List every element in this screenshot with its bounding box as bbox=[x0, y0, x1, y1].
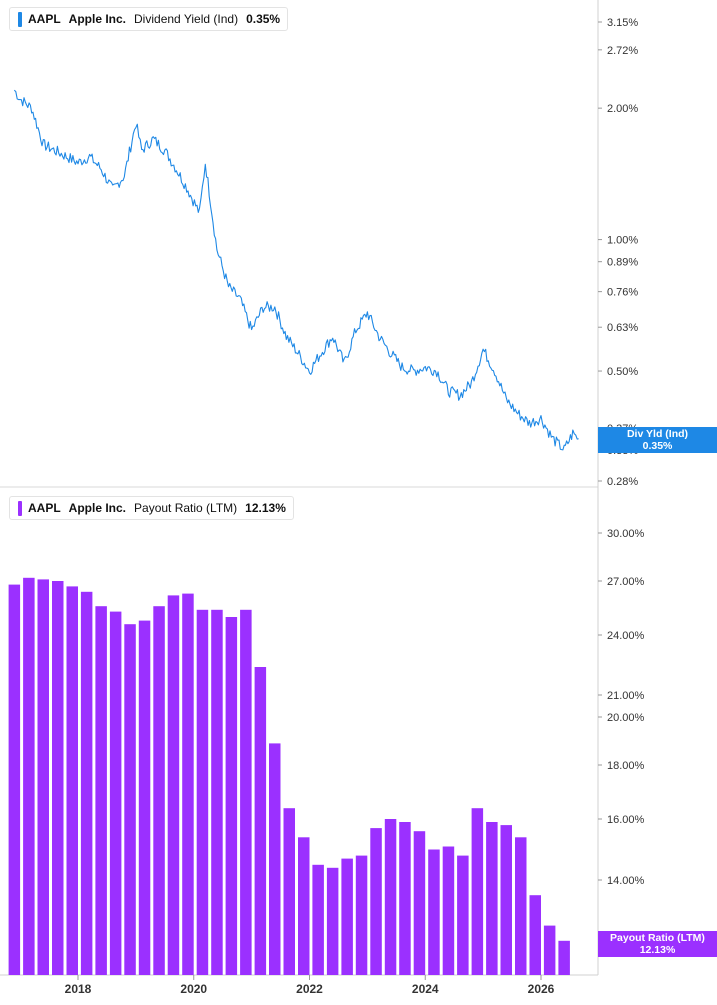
payout-bar bbox=[8, 584, 21, 975]
payout-bar bbox=[196, 609, 209, 975]
payout-bar bbox=[37, 579, 49, 975]
payout-bar bbox=[95, 606, 107, 975]
top-legend-ticker: AAPL bbox=[28, 12, 61, 26]
payout-y-tick-label: 18.00% bbox=[607, 760, 645, 772]
payout-bar bbox=[558, 940, 570, 975]
payout-y-tick-label: 27.00% bbox=[607, 576, 645, 588]
payout-bar bbox=[182, 593, 194, 975]
bottom-legend-company: Apple Inc. bbox=[68, 501, 127, 515]
payout-bar bbox=[80, 591, 93, 975]
payout-bar bbox=[341, 858, 353, 975]
payout-end-tag-value: 12.13% bbox=[639, 944, 676, 956]
yield-y-tick-label: 3.15% bbox=[607, 17, 638, 29]
payout-swatch bbox=[18, 501, 22, 516]
x-tick-label: 2018 bbox=[65, 982, 92, 996]
payout-bar bbox=[326, 867, 339, 975]
yield-y-tick-label: 0.63% bbox=[607, 322, 638, 334]
yield-end-tag-value: 0.35% bbox=[642, 440, 673, 452]
payout-bar bbox=[312, 864, 324, 976]
payout-bar bbox=[124, 624, 136, 975]
payout-bar bbox=[457, 855, 469, 975]
payout-y-tick-label: 20.00% bbox=[607, 712, 645, 724]
yield-y-tick-label: 2.00% bbox=[607, 103, 638, 115]
payout-bar bbox=[355, 855, 368, 975]
payout-bar bbox=[500, 825, 512, 975]
yield-end-tag: Div Yld (Ind) 0.35% bbox=[598, 427, 717, 453]
top-legend[interactable]: AAPL Apple Inc. Dividend Yield (Ind) 0.3… bbox=[9, 7, 289, 31]
payout-bar bbox=[167, 595, 180, 975]
payout-y-tick-label: 16.00% bbox=[607, 814, 645, 826]
yield-y-tick-label: 2.72% bbox=[607, 45, 638, 57]
payout-y-tick-label: 21.00% bbox=[607, 690, 645, 702]
payout-bar bbox=[543, 925, 556, 975]
payout-bar bbox=[153, 606, 165, 975]
payout-y-tick-label: 30.00% bbox=[607, 528, 645, 540]
top-legend-metric: Dividend Yield (Ind) bbox=[134, 12, 239, 26]
payout-bar bbox=[529, 895, 541, 975]
payout-bar bbox=[23, 577, 35, 975]
payout-bar bbox=[138, 620, 151, 975]
bottom-legend-ticker: AAPL bbox=[28, 501, 61, 515]
payout-bar bbox=[109, 611, 122, 975]
payout-bar bbox=[442, 846, 455, 975]
payout-bar bbox=[486, 822, 498, 975]
yield-y-tick-label: 0.89% bbox=[607, 257, 638, 269]
payout-bar bbox=[283, 808, 295, 975]
yield-y-tick-label: 0.76% bbox=[607, 287, 638, 299]
top-legend-company: Apple Inc. bbox=[68, 12, 127, 26]
payout-bar bbox=[399, 822, 411, 975]
payout-y-tick-label: 24.00% bbox=[607, 630, 645, 642]
x-tick-label: 2024 bbox=[412, 982, 439, 996]
payout-end-tag: Payout Ratio (LTM) 12.13% bbox=[598, 931, 717, 957]
yield-end-tag-label: Div Yld (Ind) bbox=[626, 428, 689, 440]
x-tick-label: 2020 bbox=[180, 982, 207, 996]
yield-y-tick-label: 0.28% bbox=[607, 476, 638, 488]
payout-end-tag-label: Payout Ratio (LTM) bbox=[610, 932, 705, 944]
payout-bar bbox=[66, 586, 78, 975]
payout-bar bbox=[225, 617, 238, 975]
payout-bar bbox=[384, 819, 397, 975]
payout-bar bbox=[269, 743, 281, 975]
yield-series-line bbox=[13, 89, 579, 451]
yield-y-tick-label: 0.50% bbox=[607, 366, 638, 378]
payout-bar bbox=[52, 581, 64, 975]
x-tick-label: 2022 bbox=[296, 982, 323, 996]
x-tick-label: 2026 bbox=[528, 982, 555, 996]
payout-bar bbox=[211, 609, 223, 975]
payout-bar bbox=[254, 667, 267, 975]
payout-bar bbox=[298, 837, 310, 975]
bottom-legend[interactable]: AAPL Apple Inc. Payout Ratio (LTM) 12.13… bbox=[9, 496, 294, 520]
payout-bar bbox=[240, 609, 252, 975]
yield-y-tick-label: 1.00% bbox=[607, 235, 638, 247]
payout-y-tick-label: 14.00% bbox=[607, 875, 645, 887]
payout-bar bbox=[471, 808, 484, 975]
top-legend-value: 0.35% bbox=[246, 12, 281, 26]
bottom-legend-metric: Payout Ratio (LTM) bbox=[134, 501, 238, 515]
payout-bar bbox=[515, 837, 527, 975]
payout-bar bbox=[413, 831, 426, 975]
payout-bar bbox=[370, 828, 382, 975]
bottom-legend-value: 12.13% bbox=[245, 501, 286, 515]
payout-bar bbox=[428, 849, 440, 975]
yield-swatch bbox=[18, 12, 22, 27]
